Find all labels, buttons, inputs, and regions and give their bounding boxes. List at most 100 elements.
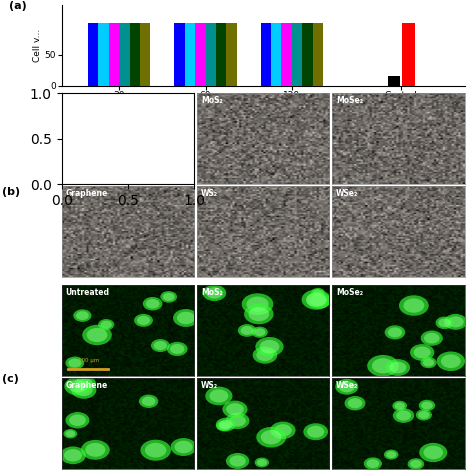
Circle shape <box>437 352 465 371</box>
Bar <box>119 23 129 86</box>
Circle shape <box>75 376 96 391</box>
Text: Graphene: Graphene <box>65 381 108 390</box>
Circle shape <box>60 447 86 464</box>
Circle shape <box>64 377 91 395</box>
Bar <box>292 23 302 86</box>
Circle shape <box>438 319 451 327</box>
Circle shape <box>134 314 153 327</box>
Text: Untreated: Untreated <box>65 288 109 297</box>
Circle shape <box>73 310 91 322</box>
Text: MoSe₂: MoSe₂ <box>336 288 363 297</box>
Circle shape <box>421 401 433 410</box>
Circle shape <box>145 443 166 457</box>
Circle shape <box>69 414 86 426</box>
Bar <box>226 23 237 86</box>
Bar <box>109 23 119 86</box>
Text: (c): (c) <box>2 374 19 384</box>
Bar <box>388 76 400 86</box>
Circle shape <box>385 359 410 376</box>
Circle shape <box>274 424 292 437</box>
Circle shape <box>68 380 87 392</box>
Circle shape <box>393 408 414 423</box>
Circle shape <box>171 438 197 456</box>
Circle shape <box>143 297 163 310</box>
Bar <box>402 23 415 86</box>
Circle shape <box>388 328 402 337</box>
Circle shape <box>226 412 249 429</box>
Circle shape <box>64 449 82 462</box>
Circle shape <box>408 458 424 470</box>
Circle shape <box>253 346 277 364</box>
Bar <box>174 23 185 86</box>
Circle shape <box>100 321 112 328</box>
Text: MoS₂: MoS₂ <box>201 288 223 297</box>
Bar <box>271 23 282 86</box>
Circle shape <box>146 299 160 309</box>
Circle shape <box>78 378 93 389</box>
Text: WSe₂: WSe₂ <box>336 189 358 198</box>
Circle shape <box>222 401 247 418</box>
Circle shape <box>384 325 405 339</box>
Circle shape <box>87 328 108 342</box>
Circle shape <box>242 293 273 315</box>
Circle shape <box>65 356 84 369</box>
Circle shape <box>256 349 273 361</box>
Circle shape <box>151 339 170 352</box>
Circle shape <box>335 379 358 395</box>
Bar <box>312 23 323 86</box>
Circle shape <box>410 460 422 468</box>
Circle shape <box>98 319 114 330</box>
Circle shape <box>419 443 447 462</box>
Circle shape <box>238 324 256 337</box>
Circle shape <box>205 387 232 405</box>
Circle shape <box>241 326 254 335</box>
Circle shape <box>310 295 327 306</box>
Text: (b): (b) <box>2 187 20 197</box>
Circle shape <box>394 402 405 410</box>
Circle shape <box>174 441 193 453</box>
Circle shape <box>396 410 411 421</box>
Circle shape <box>441 355 461 368</box>
Text: WS₂: WS₂ <box>201 189 218 198</box>
Circle shape <box>424 333 439 344</box>
Text: 100 μm: 100 μm <box>78 358 99 364</box>
Bar <box>129 23 140 86</box>
Bar <box>302 23 312 86</box>
Circle shape <box>154 341 167 350</box>
Circle shape <box>81 440 110 460</box>
Circle shape <box>372 358 394 374</box>
Text: 100 μm: 100 μm <box>78 167 99 172</box>
Circle shape <box>170 344 184 354</box>
Circle shape <box>389 362 406 374</box>
Text: WS₂: WS₂ <box>201 381 218 390</box>
Circle shape <box>403 298 424 313</box>
Circle shape <box>64 429 77 438</box>
Circle shape <box>419 400 435 411</box>
Circle shape <box>416 410 432 420</box>
Circle shape <box>226 453 249 469</box>
Bar <box>206 23 216 86</box>
Circle shape <box>137 316 150 325</box>
Circle shape <box>160 291 177 302</box>
Circle shape <box>255 337 283 356</box>
Text: MoS₂: MoS₂ <box>201 96 223 105</box>
Circle shape <box>303 423 328 440</box>
Bar <box>261 23 271 86</box>
Circle shape <box>301 290 331 310</box>
Bar <box>216 23 226 86</box>
Circle shape <box>347 398 362 408</box>
Circle shape <box>68 358 82 367</box>
Circle shape <box>177 312 195 324</box>
Circle shape <box>311 288 325 297</box>
Circle shape <box>71 382 96 399</box>
Circle shape <box>254 328 265 336</box>
Circle shape <box>399 295 429 316</box>
Circle shape <box>307 426 324 438</box>
Circle shape <box>418 411 429 419</box>
X-axis label: Concentration (µg/mL): Concentration (µg/mL) <box>204 103 322 113</box>
Text: WSe₂: WSe₂ <box>336 381 358 390</box>
Bar <box>88 23 99 86</box>
Circle shape <box>257 459 267 466</box>
Circle shape <box>82 325 112 345</box>
Y-axis label: Cell v...: Cell v... <box>33 28 42 62</box>
